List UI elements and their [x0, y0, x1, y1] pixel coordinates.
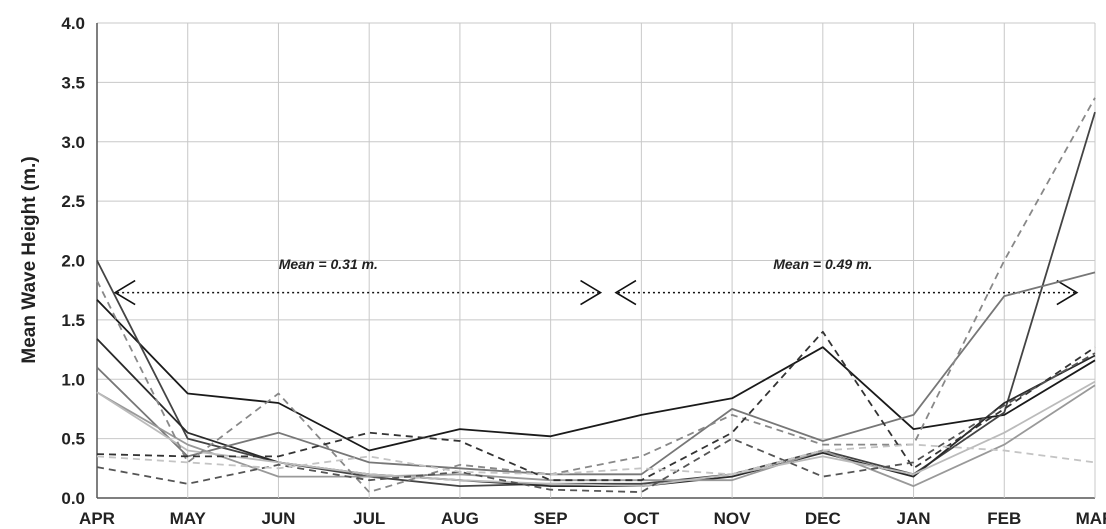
x-tick-label: FEB: [987, 509, 1021, 528]
arrow-head-left: [614, 279, 637, 306]
x-tick-label: JUN: [261, 509, 295, 528]
y-tick-labels: 0.0 0.5 1.0 1.5 2.0 2.5 3.0 3.5 4.0: [61, 14, 85, 508]
x-tick-labels: APR MAY JUN JUL AUG SEP OCT NOV DEC JAN FEB MAR: [79, 509, 1106, 528]
x-tick-label: OCT: [623, 509, 660, 528]
mean-annotation: Mean = 0.31 m.: [279, 256, 378, 272]
x-tick-label: SEP: [534, 509, 568, 528]
arrow-head-right: [1056, 279, 1079, 306]
annotations: Mean = 0.31 m. Mean = 0.49 m.: [113, 256, 1079, 306]
x-tick-label: MAY: [170, 509, 207, 528]
series-lines: [96, 97, 1096, 494]
x-tick-label: APR: [79, 509, 115, 528]
series-line-7: [96, 97, 1096, 494]
arrow-head-left: [113, 279, 136, 306]
x-tick-label: MAR: [1076, 509, 1106, 528]
y-tick-label: 0.5: [61, 430, 85, 449]
x-tick-label: AUG: [441, 509, 479, 528]
series-line-2: [96, 111, 1096, 488]
y-tick-label: 3.5: [61, 73, 85, 92]
series-line-4: [96, 271, 1096, 476]
y-tick-label: 3.0: [61, 133, 85, 152]
series-line-3: [96, 338, 1096, 488]
x-tick-label: DEC: [805, 509, 841, 528]
grid: [96, 22, 1096, 499]
series-line-6: [96, 380, 1096, 488]
y-tick-label: 2.0: [61, 252, 85, 271]
y-tick-label: 1.0: [61, 370, 85, 389]
mean-annotation: Mean = 0.49 m.: [773, 256, 872, 272]
series-line-8: [96, 330, 1096, 482]
series-line-9: [96, 352, 1096, 494]
y-tick-label: 1.5: [61, 311, 85, 330]
arrow-head-right: [580, 279, 603, 306]
y-tick-label: 2.5: [61, 192, 85, 211]
x-tick-label: JUL: [353, 509, 385, 528]
x-tick-label: NOV: [714, 509, 752, 528]
y-tick-label: 0.0: [61, 489, 85, 508]
series-line-1: [96, 299, 1096, 452]
x-tick-label: JAN: [897, 509, 931, 528]
y-axis-label: Mean Wave Height (m.): [19, 156, 40, 363]
y-tick-label: 4.0: [61, 14, 85, 33]
